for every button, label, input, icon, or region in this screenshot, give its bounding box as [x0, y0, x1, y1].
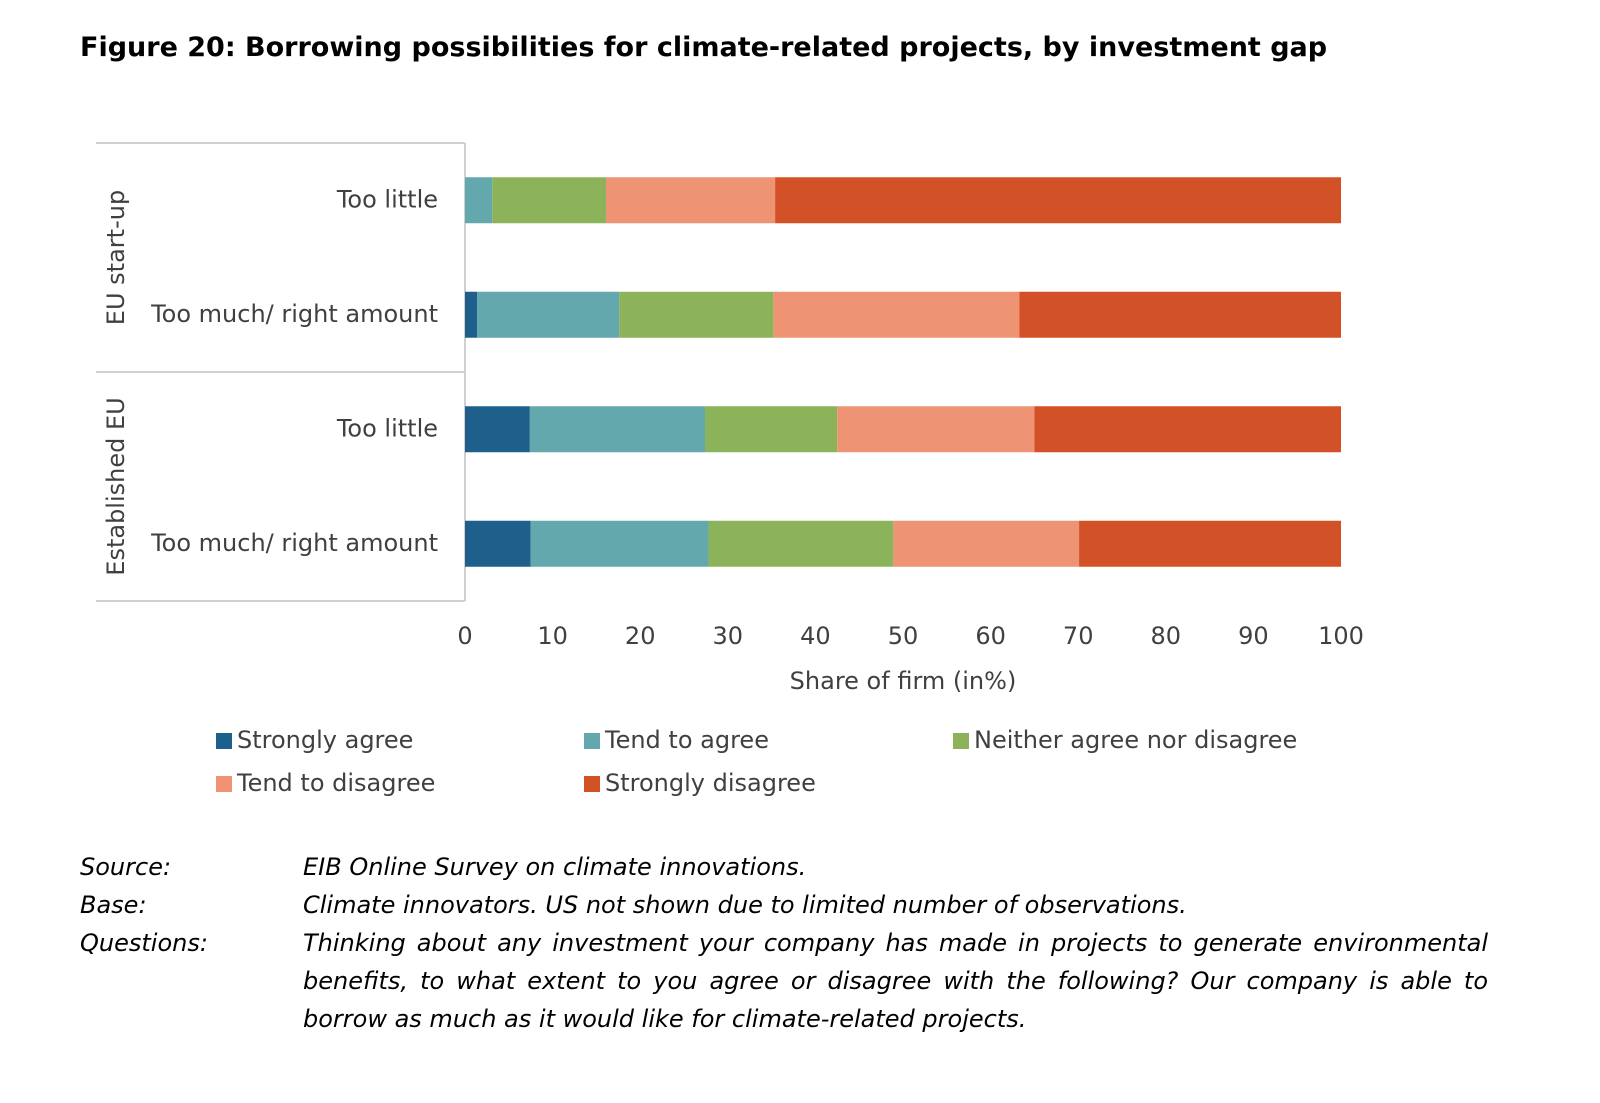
x-tick-label: 30 [713, 622, 744, 650]
legend-label: Neither agree nor disagree [974, 726, 1297, 754]
legend-label: Tend to agree [604, 726, 769, 754]
category-label: Too much/ right amount [150, 529, 438, 557]
legend-label: Tend to disagree [236, 769, 435, 797]
bar-segment [837, 406, 1035, 453]
note-label: Questions: [80, 929, 208, 957]
legend-swatch [216, 776, 232, 792]
x-tick-label: 60 [975, 622, 1006, 650]
bar-segment [619, 291, 774, 338]
chart-title: Figure 20: Borrowing possibilities for c… [80, 32, 1328, 63]
x-tick-label: 90 [1238, 622, 1269, 650]
bar-segment [465, 177, 493, 224]
legend-swatch [953, 733, 969, 749]
bar-segment [773, 291, 1020, 338]
group-label: EU start-up [102, 190, 130, 325]
bar-segment [893, 520, 1080, 567]
x-tick-label: 20 [625, 622, 656, 650]
bar-segment [1034, 406, 1341, 453]
note-label: Source: [80, 853, 172, 881]
x-axis-title: Share of firm (in%) [790, 667, 1017, 695]
note-text: EIB Online Survey on climate innovations… [303, 853, 807, 881]
bar-segment [465, 520, 531, 567]
bar-segment [465, 291, 478, 338]
legend-item: Tend to agree [584, 726, 769, 754]
note-text: Climate innovators. US not shown due to … [303, 891, 1187, 919]
bar-segment [492, 177, 607, 224]
legend-item: Tend to disagree [216, 769, 435, 797]
bar-segment [530, 520, 709, 567]
bar-segment [465, 406, 530, 453]
bar-segment [606, 177, 776, 224]
bar-segment [775, 177, 1341, 224]
legend-label: Strongly disagree [605, 769, 816, 797]
x-tick-label: 70 [1063, 622, 1094, 650]
x-tick-label: 10 [537, 622, 568, 650]
legend-item: Strongly agree [216, 726, 413, 754]
x-tick-label: 40 [800, 622, 831, 650]
chart: EU start-up Established EU Too little Too m… [96, 142, 1364, 797]
bar-segment [529, 406, 706, 453]
x-tick-label: 80 [1151, 622, 1182, 650]
legend-swatch [584, 776, 600, 792]
category-label: Too little [336, 185, 438, 213]
note-text: Thinking about any investment your compa… [303, 929, 1488, 1033]
x-tick-label: 0 [457, 622, 472, 650]
note-label: Base: [80, 891, 147, 919]
legend-item: Strongly disagree [584, 769, 816, 797]
legend-label: Strongly agree [237, 726, 413, 754]
category-label: Too little [336, 414, 438, 442]
legend-swatch [584, 733, 600, 749]
x-tick-label: 100 [1318, 622, 1364, 650]
x-tick-label: 50 [888, 622, 919, 650]
bar-segment [708, 520, 894, 567]
bar-segment [705, 406, 838, 453]
bar-segment [1019, 291, 1341, 338]
category-label: Too much/ right amount [150, 300, 438, 328]
bar-segment [1079, 520, 1341, 567]
legend-item: Neither agree nor disagree [953, 726, 1297, 754]
legend-swatch [216, 733, 232, 749]
bar-segment [477, 291, 620, 338]
group-label: Established EU [102, 397, 130, 575]
